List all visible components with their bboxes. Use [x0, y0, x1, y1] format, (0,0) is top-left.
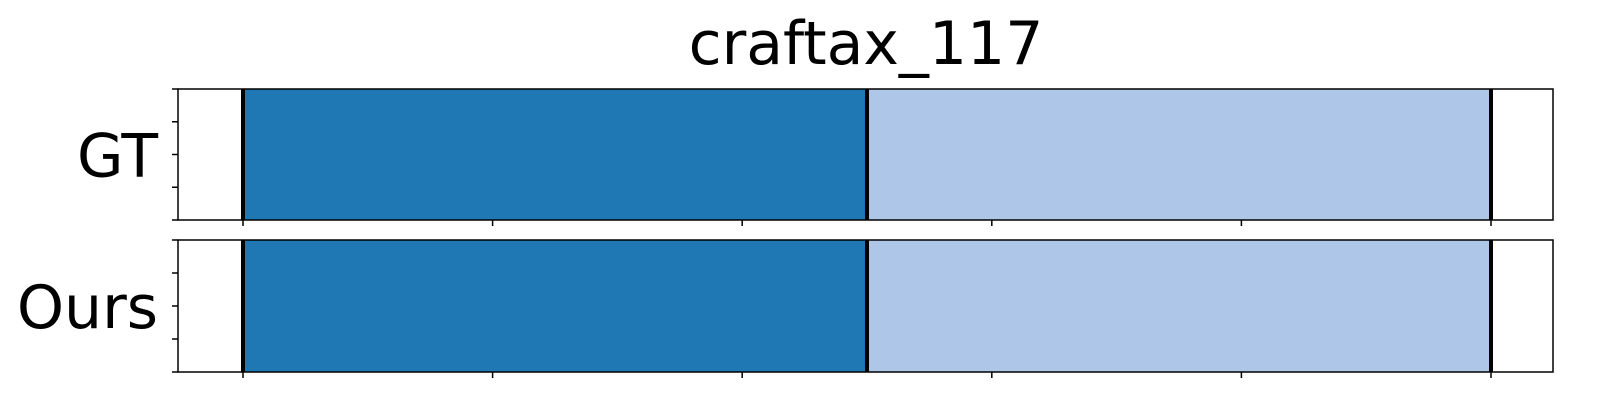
segment-bar	[243, 89, 867, 220]
panel-gt: GT	[77, 88, 1554, 226]
row-label-ours: Ours	[17, 273, 158, 343]
chart-title: craftax_117	[689, 9, 1044, 79]
panel-ours: Ours	[17, 239, 1554, 378]
row-label-gt: GT	[77, 122, 158, 192]
segment-bar	[867, 89, 1491, 220]
segment-bar	[243, 240, 867, 372]
segment-bar	[867, 240, 1491, 372]
timeline-panels: GT Ours	[17, 88, 1554, 378]
